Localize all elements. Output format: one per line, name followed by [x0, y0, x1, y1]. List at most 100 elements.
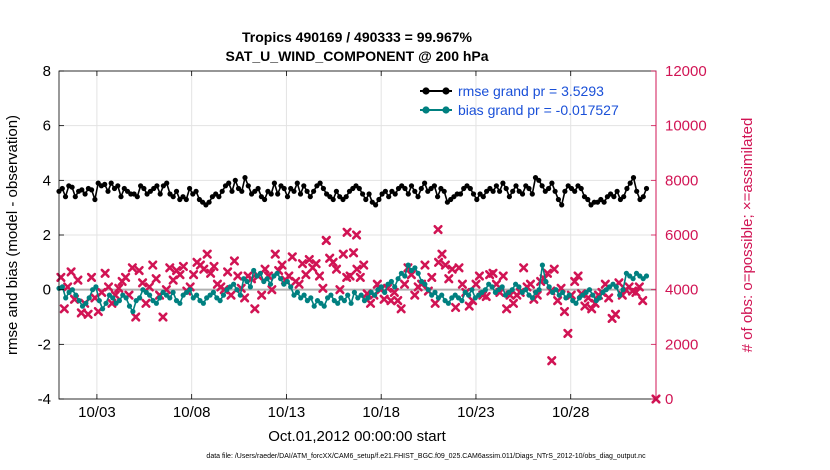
bias-point — [294, 289, 300, 295]
bias-point — [388, 278, 394, 285]
rmse-point — [242, 175, 248, 181]
bias-point — [516, 284, 522, 290]
bias-point — [489, 284, 495, 290]
bias-point — [392, 284, 398, 290]
rmse-point — [562, 188, 568, 194]
left-y-tick-label: -4 — [38, 391, 51, 408]
rmse-point — [513, 183, 519, 189]
obs-point — [83, 309, 93, 319]
obs-point — [209, 261, 219, 272]
obs-point — [634, 282, 644, 292]
right-y-tick-label: 6000 — [665, 227, 698, 244]
rmse-point — [474, 196, 480, 203]
rmse-point — [307, 194, 313, 200]
obs-point — [114, 283, 124, 293]
obs-point — [311, 259, 321, 269]
rmse-point — [630, 175, 637, 181]
rmse-point — [271, 180, 277, 186]
rmse-point — [539, 183, 545, 189]
rmse-point — [108, 180, 114, 186]
bias-point — [251, 267, 257, 274]
bias-point — [415, 270, 421, 276]
bias-point — [170, 289, 176, 295]
obs-point — [498, 271, 508, 281]
obs-point — [502, 304, 512, 314]
obs-point — [559, 306, 570, 317]
bias-point — [630, 276, 636, 282]
obs-point — [488, 268, 498, 278]
rmse-point — [497, 188, 503, 194]
bias-point — [348, 300, 354, 306]
left-y-tick-label: 8 — [43, 63, 51, 80]
rmse-point — [356, 185, 362, 192]
bias-point — [617, 292, 623, 298]
bias-point — [110, 295, 116, 301]
bias-point — [137, 295, 143, 301]
bias-point — [234, 287, 240, 293]
bias-point — [560, 289, 566, 295]
rmse-point — [320, 185, 326, 192]
bias-point — [237, 292, 243, 298]
obs-point — [321, 235, 331, 246]
obs-point — [284, 271, 294, 281]
bias-series — [56, 262, 650, 315]
rmse-point — [373, 202, 379, 208]
rmse-point — [552, 188, 558, 194]
left-y-tick-label: 0 — [43, 282, 51, 299]
bias-point — [231, 281, 237, 287]
footnote: data file: /Users/raeder/DAI/ATM_forcXX/… — [206, 453, 646, 460]
obs-point — [267, 285, 277, 295]
bias-point — [422, 281, 428, 287]
rmse-point — [585, 196, 591, 203]
left-y-axis: -4 -2 0 2 4 6 8 — [38, 63, 64, 408]
right-y-tick-label: 12000 — [665, 63, 707, 80]
rmse-point — [206, 199, 212, 205]
rmse-point — [549, 180, 555, 186]
obs-point — [406, 270, 416, 280]
bias-point — [536, 287, 542, 293]
x-axis: 10/03 10/08 10/13 10/18 10/23 10/28 — [78, 71, 589, 421]
rmse-point — [245, 183, 251, 189]
rmse-point — [546, 185, 552, 192]
obs-point — [202, 249, 212, 259]
rmse-point — [268, 191, 274, 197]
rmse-point — [141, 185, 147, 192]
obs-point — [427, 272, 437, 282]
rmse-point — [59, 185, 65, 192]
rmse-point — [363, 196, 369, 203]
rmse-point — [216, 194, 222, 200]
bias-point — [93, 284, 99, 290]
right-y-tick-label: 4000 — [665, 282, 698, 299]
bias-point — [100, 306, 106, 312]
bias-point — [553, 287, 559, 293]
obs-point — [638, 296, 648, 306]
bias-point — [83, 300, 89, 306]
left-y-tick-label: -2 — [38, 336, 51, 353]
right-y-tick-label: 0 — [665, 391, 673, 408]
bias-point — [126, 303, 133, 309]
rmse-point — [291, 188, 297, 194]
rmse-point — [578, 185, 584, 192]
bias-point — [264, 276, 270, 282]
obs-point — [348, 248, 359, 258]
obs-point — [100, 268, 110, 278]
obs-point — [257, 290, 267, 300]
bias-point — [284, 278, 290, 285]
right-y-tick-label: 8000 — [665, 172, 698, 189]
obs-point — [331, 264, 342, 274]
rmse-point — [170, 194, 176, 200]
obs-point — [519, 263, 529, 273]
rmse-point — [435, 194, 441, 200]
x-axis-label: Oct.01,2012 00:00:00 start — [268, 428, 446, 445]
bias-point — [194, 292, 200, 298]
left-y-axis-label: rmse and bias (model - observation) — [4, 115, 21, 355]
rmse-point — [82, 191, 88, 197]
bias-point — [257, 270, 263, 276]
obs-point — [447, 264, 457, 274]
x-tick-label: 10/03 — [78, 404, 116, 421]
obs-point — [410, 290, 420, 300]
bias-point — [86, 295, 92, 301]
obs-point — [399, 279, 410, 289]
rmse-series — [56, 174, 650, 208]
